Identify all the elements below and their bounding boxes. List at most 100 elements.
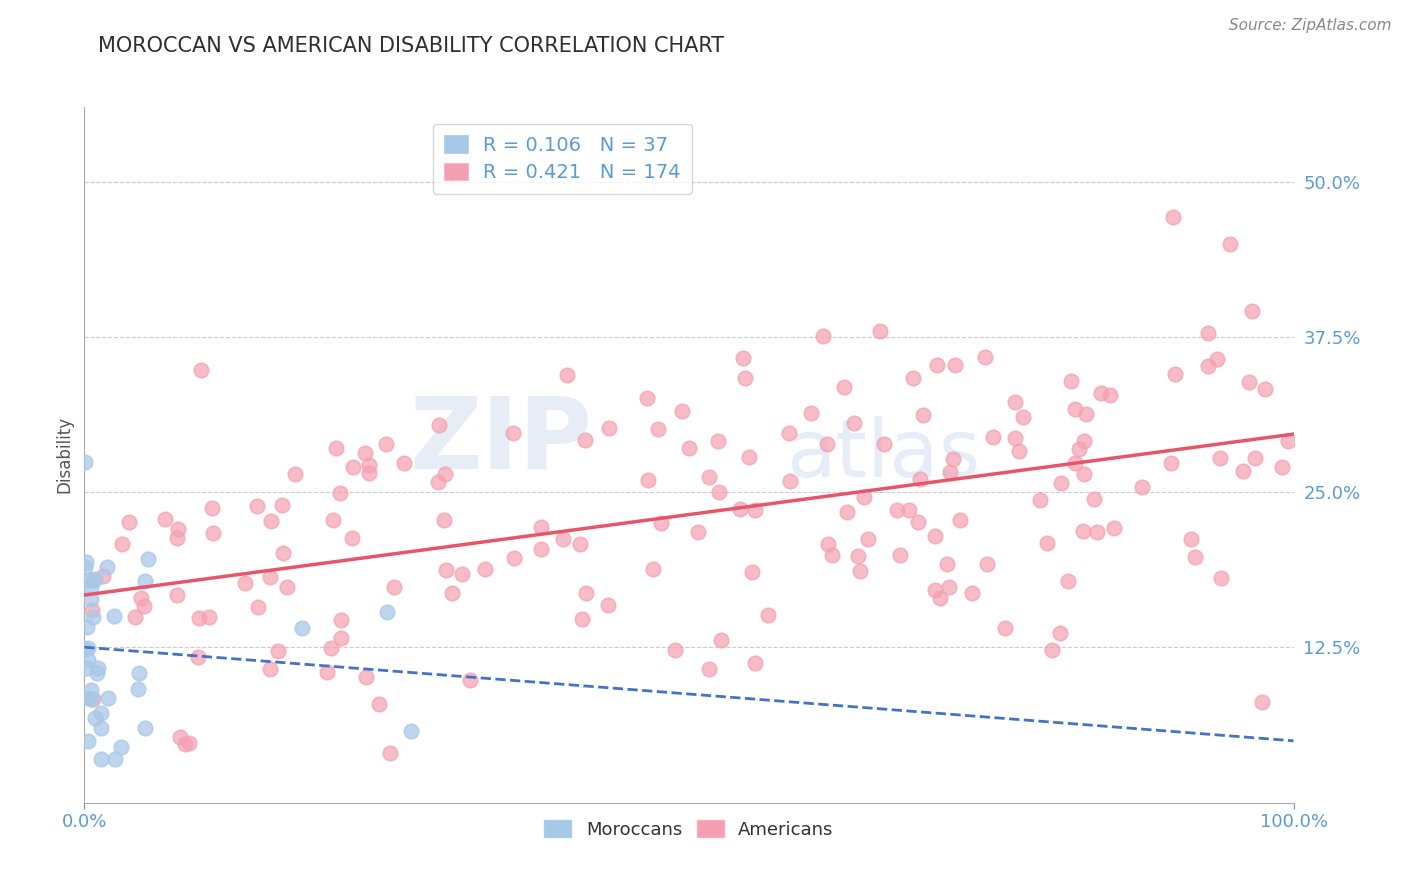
Point	[77, 640, 100, 655]
Point	[357, 467, 380, 481]
Point	[945, 358, 967, 372]
Point	[111, 537, 134, 551]
Point	[686, 525, 709, 540]
Point	[76, 653, 98, 667]
Point	[1012, 410, 1035, 425]
Point	[129, 591, 152, 605]
Point	[104, 752, 127, 766]
Point	[551, 532, 574, 546]
Point	[276, 580, 298, 594]
Point	[354, 670, 377, 684]
Point	[342, 460, 364, 475]
Point	[1064, 401, 1087, 416]
Point	[177, 736, 200, 750]
Point	[908, 472, 931, 486]
Point	[731, 351, 754, 366]
Point	[124, 609, 146, 624]
Point	[928, 591, 950, 605]
Point	[924, 528, 946, 542]
Point	[374, 437, 396, 451]
Point	[1004, 431, 1026, 445]
Point	[811, 329, 834, 343]
Point	[1209, 451, 1232, 466]
Point	[924, 582, 946, 597]
Point	[596, 599, 619, 613]
Point	[190, 363, 212, 377]
Point	[1271, 459, 1294, 474]
Point	[75, 559, 97, 574]
Point	[1161, 210, 1184, 224]
Point	[79, 682, 101, 697]
Point	[132, 599, 155, 614]
Point	[1049, 626, 1071, 640]
Point	[942, 452, 965, 467]
Point	[86, 666, 108, 681]
Point	[247, 599, 270, 614]
Point	[637, 474, 659, 488]
Point	[166, 589, 188, 603]
Point	[1029, 493, 1052, 508]
Point	[973, 350, 995, 364]
Point	[127, 682, 149, 697]
Point	[886, 503, 908, 517]
Point	[849, 564, 872, 578]
Point	[756, 607, 779, 622]
Point	[1050, 476, 1073, 491]
Point	[134, 721, 156, 735]
Point	[80, 580, 103, 594]
Point	[1083, 491, 1105, 506]
Point	[853, 490, 876, 504]
Point	[557, 368, 579, 383]
Point	[671, 404, 693, 418]
Point	[1063, 457, 1085, 471]
Point	[82, 573, 104, 587]
Point	[678, 442, 700, 456]
Point	[778, 426, 800, 441]
Point	[1160, 456, 1182, 470]
Point	[707, 485, 730, 500]
Point	[82, 691, 104, 706]
Point	[187, 650, 209, 665]
Point	[474, 562, 496, 576]
Point	[82, 603, 104, 617]
Point	[734, 371, 756, 385]
Point	[710, 633, 733, 648]
Point	[93, 569, 115, 583]
Point	[664, 642, 686, 657]
Point	[1241, 303, 1264, 318]
Point	[993, 621, 1015, 635]
Point	[316, 665, 339, 679]
Point	[820, 548, 842, 562]
Point	[284, 467, 307, 482]
Point	[103, 608, 125, 623]
Point	[259, 662, 281, 676]
Point	[1237, 376, 1260, 390]
Point	[779, 475, 801, 489]
Point	[90, 706, 112, 720]
Point	[1090, 386, 1112, 401]
Point	[291, 621, 314, 635]
Point	[1197, 359, 1219, 374]
Point	[737, 450, 759, 464]
Point	[198, 609, 221, 624]
Point	[1251, 695, 1274, 709]
Point	[342, 531, 364, 545]
Point	[817, 536, 839, 550]
Point	[90, 752, 112, 766]
Point	[128, 665, 150, 680]
Point	[375, 605, 398, 619]
Point	[322, 513, 344, 527]
Point	[530, 542, 553, 557]
Point	[110, 739, 132, 754]
Point	[169, 730, 191, 744]
Point	[329, 631, 352, 645]
Point	[901, 370, 924, 384]
Point	[502, 425, 524, 440]
Point	[76, 661, 98, 675]
Legend: Moroccans, Americans: Moroccans, Americans	[537, 814, 841, 846]
Point	[832, 380, 855, 394]
Point	[569, 537, 592, 551]
Point	[166, 531, 188, 545]
Point	[90, 721, 112, 735]
Point	[842, 416, 865, 430]
